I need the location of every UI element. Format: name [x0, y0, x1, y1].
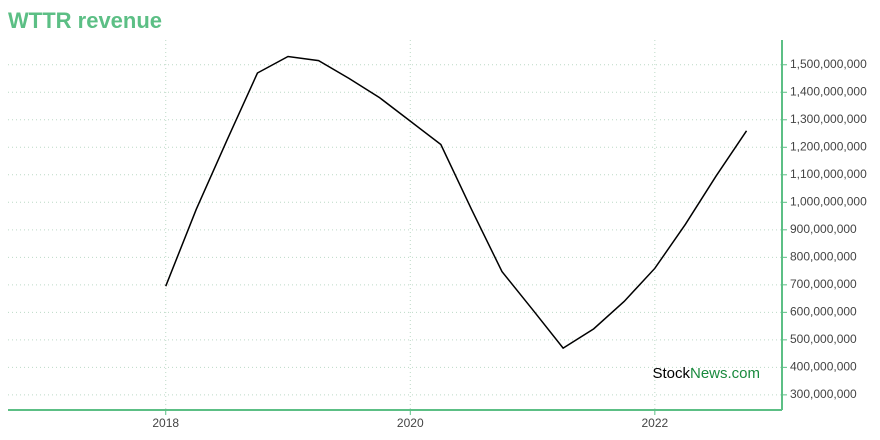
- x-tick-label: 2018: [152, 416, 179, 430]
- x-tick-label: 2022: [641, 416, 668, 430]
- y-tick-label: 1,000,000,000: [790, 194, 867, 208]
- y-tick-label: 600,000,000: [790, 305, 857, 319]
- y-tick-label: 400,000,000: [790, 360, 857, 374]
- watermark-part: News.com: [690, 365, 760, 382]
- watermark-part: Stock: [652, 365, 690, 382]
- y-tick-label: 1,100,000,000: [790, 167, 867, 181]
- y-tick-label: 900,000,000: [790, 222, 857, 236]
- line: [165, 55, 748, 350]
- x-tick-label: 2020: [397, 416, 424, 430]
- y-tick-label: 1,200,000,000: [790, 139, 867, 153]
- y-tick-label: 800,000,000: [790, 249, 857, 263]
- y-tick-label: 500,000,000: [790, 332, 857, 346]
- y-tick-label: 1,300,000,000: [790, 112, 867, 126]
- y-tick-label: 300,000,000: [790, 387, 857, 401]
- y-tick-label: 700,000,000: [790, 277, 857, 291]
- y-tick-label: 1,500,000,000: [790, 57, 867, 71]
- chart-title: WTTR revenue: [8, 8, 162, 33]
- y-tick-label: 1,400,000,000: [790, 84, 867, 98]
- grid: [8, 40, 787, 415]
- watermark: StockNews.com: [652, 365, 760, 382]
